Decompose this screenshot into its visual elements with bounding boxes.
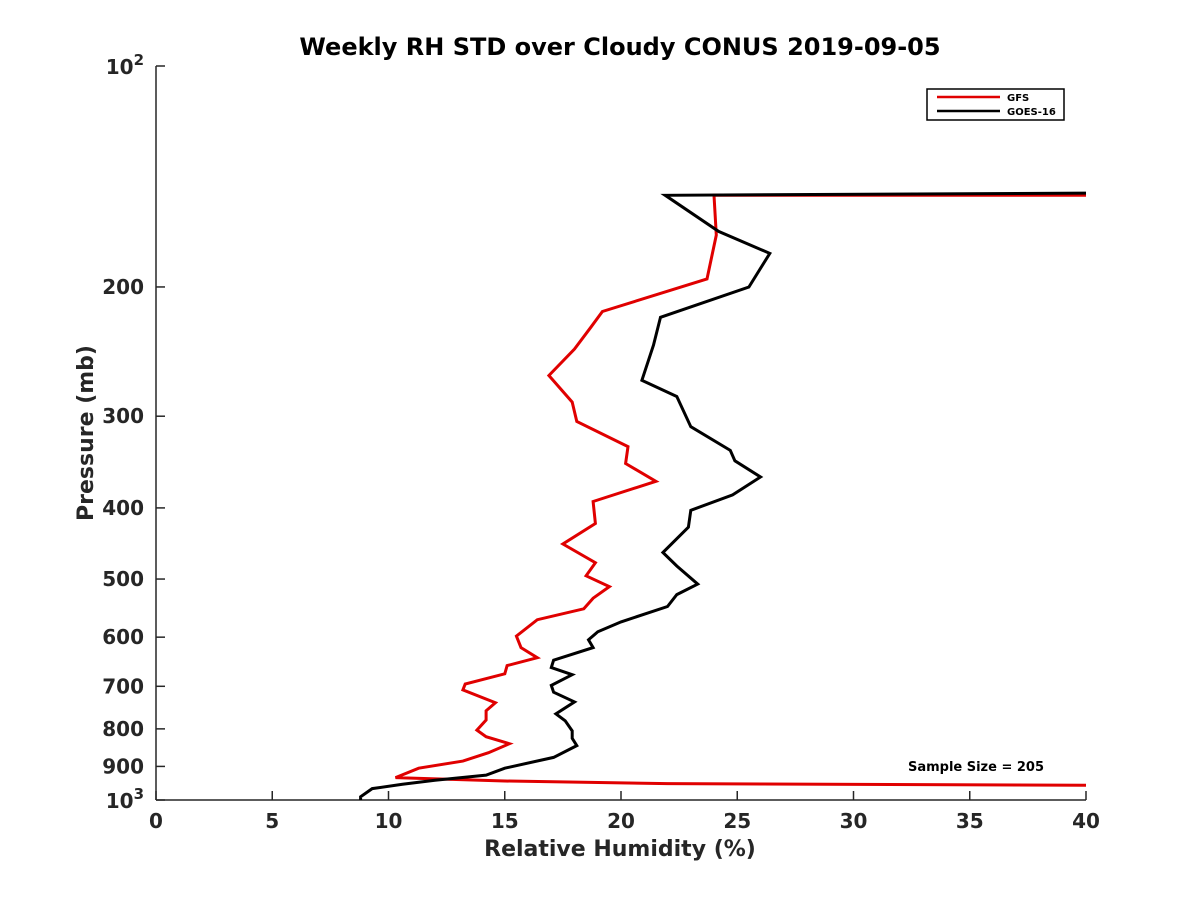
chart-title: Weekly RH STD over Cloudy CONUS 2019-09-…: [299, 33, 940, 61]
series-line-gfs: [394, 193, 1087, 787]
y-tick-label: 900: [102, 754, 144, 778]
x-axis-title: Relative Humidity (%): [484, 837, 756, 862]
x-tick-label: 40: [1072, 809, 1100, 833]
y-tick-label: 700: [102, 674, 144, 698]
y-tick-label: 600: [102, 625, 144, 649]
axes: 0 5 10 15 20 25 30 35 40 200 300 400 500 600 700 800 900…: [102, 51, 1100, 833]
x-tick-label: 10: [375, 809, 403, 833]
x-tick-label: 15: [491, 809, 519, 833]
y-tick-label: 800: [102, 717, 144, 741]
x-tick-label: 20: [607, 809, 635, 833]
y-tick-label: 500: [102, 567, 144, 591]
x-tick-label: 5: [265, 809, 279, 833]
y-tick-label: 300: [102, 404, 144, 428]
y-tick-label-power: 103: [106, 785, 144, 813]
y-tick-label-power: 102: [106, 51, 144, 79]
x-tick-label: 30: [840, 809, 868, 833]
legend-label-gfs: GFS: [1007, 93, 1029, 104]
y-tick-label: 200: [102, 275, 144, 299]
legend: GFS GOES-16: [926, 88, 1065, 121]
legend-box: [926, 88, 1065, 121]
legend-label-goes16: GOES-16: [1007, 107, 1056, 118]
sample-size-annotation: Sample Size = 205: [908, 760, 1044, 775]
x-tick-label: 35: [956, 809, 984, 833]
series-line-goes16: [359, 191, 1087, 800]
y-tick-label: 400: [102, 496, 144, 520]
x-tick-label: 0: [149, 809, 163, 833]
series-layer: [359, 191, 1087, 800]
x-tick-label: 25: [723, 809, 751, 833]
y-axis-title: Pressure (mb): [74, 345, 99, 521]
